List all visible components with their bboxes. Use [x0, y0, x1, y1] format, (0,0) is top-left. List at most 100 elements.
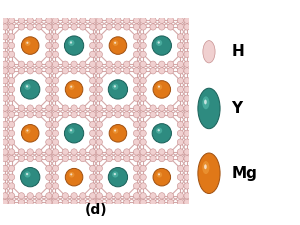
Circle shape [65, 168, 83, 186]
Circle shape [124, 24, 130, 30]
Circle shape [140, 51, 146, 58]
Circle shape [153, 168, 171, 186]
Circle shape [70, 129, 72, 131]
Circle shape [159, 68, 165, 74]
Circle shape [52, 149, 58, 155]
Circle shape [156, 128, 162, 134]
Circle shape [108, 80, 128, 99]
Circle shape [2, 77, 8, 84]
Circle shape [96, 149, 102, 155]
Circle shape [177, 183, 184, 189]
Circle shape [150, 17, 156, 23]
Circle shape [134, 183, 140, 189]
Circle shape [140, 155, 146, 162]
Circle shape [134, 121, 140, 128]
Circle shape [115, 193, 121, 199]
Circle shape [140, 34, 146, 40]
Circle shape [184, 68, 190, 74]
Circle shape [46, 199, 52, 206]
Circle shape [184, 155, 190, 162]
Circle shape [115, 24, 121, 30]
Circle shape [62, 155, 68, 162]
Circle shape [153, 81, 171, 98]
Circle shape [167, 112, 174, 118]
Circle shape [140, 130, 146, 137]
Circle shape [96, 24, 102, 30]
Circle shape [36, 61, 42, 67]
Circle shape [177, 34, 184, 40]
Circle shape [90, 105, 96, 111]
Circle shape [177, 86, 184, 93]
Circle shape [106, 155, 112, 162]
Circle shape [2, 51, 8, 58]
Circle shape [150, 199, 156, 206]
Circle shape [24, 84, 31, 90]
Circle shape [26, 42, 28, 44]
Circle shape [134, 17, 140, 23]
Circle shape [124, 105, 130, 111]
Circle shape [150, 112, 156, 118]
Circle shape [52, 183, 58, 189]
Circle shape [62, 193, 68, 199]
Circle shape [2, 86, 8, 93]
Circle shape [26, 173, 28, 175]
Circle shape [124, 68, 130, 74]
Circle shape [177, 17, 184, 23]
Circle shape [115, 199, 121, 206]
Circle shape [26, 85, 28, 88]
Circle shape [159, 17, 165, 23]
Circle shape [177, 95, 184, 101]
Circle shape [140, 95, 146, 101]
Circle shape [20, 168, 40, 187]
Circle shape [36, 24, 42, 30]
Circle shape [167, 61, 174, 67]
Circle shape [124, 199, 130, 206]
Circle shape [71, 105, 77, 111]
Circle shape [27, 193, 33, 199]
Circle shape [140, 86, 146, 93]
Circle shape [62, 149, 68, 155]
Circle shape [8, 199, 15, 206]
Circle shape [90, 155, 96, 162]
Circle shape [140, 43, 146, 49]
Circle shape [115, 105, 121, 111]
Circle shape [80, 112, 86, 118]
Circle shape [52, 86, 58, 93]
Circle shape [52, 174, 58, 180]
Circle shape [27, 155, 33, 162]
Circle shape [184, 17, 190, 23]
Circle shape [140, 17, 146, 23]
Circle shape [140, 193, 146, 199]
Circle shape [106, 24, 112, 30]
Circle shape [177, 61, 184, 67]
Circle shape [159, 199, 165, 206]
Circle shape [159, 112, 165, 118]
Circle shape [150, 24, 156, 30]
Circle shape [134, 95, 140, 101]
Circle shape [8, 121, 15, 128]
Circle shape [27, 17, 33, 23]
Circle shape [177, 77, 184, 84]
Circle shape [184, 61, 190, 67]
Circle shape [140, 183, 146, 189]
Circle shape [177, 174, 184, 180]
Circle shape [184, 43, 190, 49]
Circle shape [124, 61, 130, 67]
Circle shape [8, 77, 15, 84]
Circle shape [90, 17, 96, 23]
Circle shape [140, 105, 146, 111]
Circle shape [108, 168, 128, 187]
Circle shape [46, 183, 52, 189]
Circle shape [52, 193, 58, 199]
Circle shape [184, 165, 190, 171]
Circle shape [71, 193, 77, 199]
Circle shape [2, 68, 8, 74]
Circle shape [8, 139, 15, 145]
Circle shape [90, 95, 96, 101]
Circle shape [8, 24, 15, 30]
Circle shape [52, 121, 58, 128]
Circle shape [96, 112, 102, 118]
Circle shape [134, 174, 140, 180]
Circle shape [96, 183, 102, 189]
Circle shape [18, 193, 25, 199]
